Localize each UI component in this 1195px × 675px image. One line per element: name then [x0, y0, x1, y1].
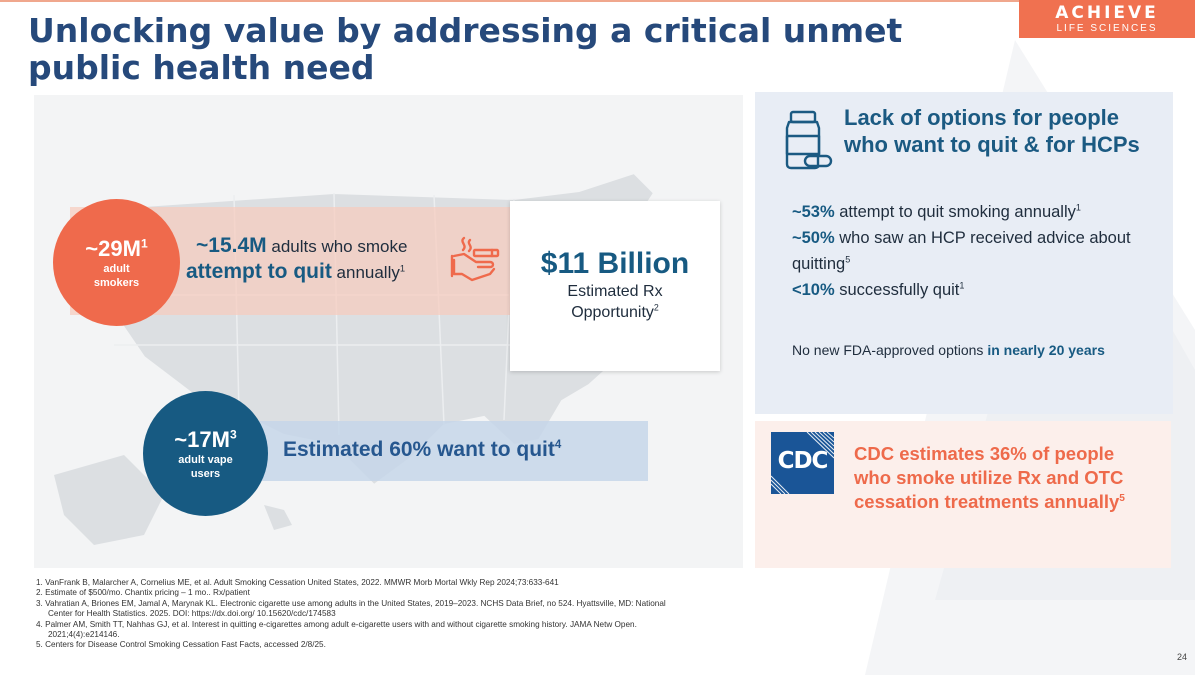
- stat-highlight: ~50%: [792, 229, 835, 247]
- smokers-label-2: smokers: [93, 276, 140, 289]
- opportunity-label-2: Opportunity: [571, 304, 654, 321]
- reference-item: 1. VanFrank B, Malarcher A, Cornelius ME…: [36, 578, 559, 587]
- options-heading: Lack of options for people who want to q…: [844, 105, 1140, 157]
- want-quit-footnote: 4: [554, 439, 562, 451]
- cdc-logo-text: CDC: [777, 448, 829, 474]
- vape-footnote: 3: [229, 427, 237, 442]
- logo-line1: ACHIEVE: [1055, 3, 1159, 23]
- pill-bottle-icon: [785, 110, 833, 170]
- cdc-statement-text: CDC estimates 36% of people who smoke ut…: [854, 443, 1124, 512]
- attempt-highlight: attempt to quit: [186, 260, 332, 283]
- want-quit-text: Estimated 60% want to quit4: [283, 438, 561, 462]
- page-title: Unlocking value by addressing a critical…: [28, 11, 903, 87]
- hand-cigarette-icon: [450, 236, 500, 282]
- opportunity-value: $11 Billion: [540, 247, 690, 280]
- stat-row: ~53% attempt to quit smoking annually1: [792, 199, 1167, 225]
- stat-text: who saw an HCP received advice about qui…: [792, 229, 1131, 273]
- vape-circle: ~17M3 adult vape users: [143, 391, 268, 516]
- opportunity-footnote: 2: [653, 302, 659, 313]
- attempt-value: ~15.4M: [196, 234, 267, 257]
- no-new-text: No new FDA-approved options: [792, 342, 988, 358]
- attempt-footnote: 1: [399, 263, 406, 274]
- cdc-footnote: 5: [1119, 492, 1125, 504]
- attempt-text-2: annually: [331, 263, 400, 282]
- want-quit-band: [200, 421, 648, 481]
- stat-footnote: 1: [1075, 202, 1081, 213]
- vape-label-1: adult vape: [178, 453, 233, 466]
- smokers-footnote: 1: [140, 236, 148, 251]
- no-new-highlight: in nearly 20 years: [987, 342, 1105, 358]
- attempt-line-2: attempt to quit annually1: [186, 260, 405, 284]
- opportunity-label-1: Estimated Rx: [567, 283, 663, 300]
- cdc-logo-rays: [771, 432, 834, 494]
- smokers-circle: ~29M1 adult smokers: [53, 199, 180, 326]
- options-stats: ~53% attempt to quit smoking annually1 ~…: [792, 199, 1167, 303]
- stat-row: ~50% who saw an HCP received advice abou…: [792, 225, 1167, 277]
- rx-opportunity-card: $11 Billion Estimated Rx Opportunity2: [510, 201, 720, 371]
- page-number: 24: [1177, 652, 1188, 662]
- stat-text: attempt to quit smoking annually: [834, 203, 1076, 221]
- top-accent-line: [0, 0, 1195, 2]
- cdc-logo: CDC: [771, 432, 834, 494]
- stat-footnote: 1: [959, 280, 965, 291]
- reference-item: 4. Palmer AM, Smith TT, Nahhas GJ, et al…: [36, 619, 637, 640]
- stat-highlight: <10%: [792, 281, 835, 299]
- vape-label-2: users: [190, 467, 221, 480]
- options-panel: [755, 92, 1173, 414]
- stat-highlight: ~53%: [792, 203, 835, 221]
- reference-item: 2. Estimate of $500/mo. Chantix pricing …: [36, 588, 250, 598]
- smokers-label-1: adult: [103, 262, 130, 275]
- reference-item: 3. Vahratian A, Briones EM, Jamal A, Mar…: [36, 598, 666, 619]
- want-quit-label: Estimated 60% want to quit: [283, 438, 555, 461]
- reference-item: 5. Centers for Disease Control Smoking C…: [36, 640, 326, 650]
- references-list: 1. VanFrank B, Malarcher A, Cornelius ME…: [36, 578, 676, 651]
- vape-value: ~17M: [174, 426, 230, 452]
- stat-row: <10% successfully quit1: [792, 277, 1167, 303]
- logo-line2: LIFE SCIENCES: [1056, 23, 1158, 34]
- stat-text: successfully quit: [834, 281, 960, 299]
- cdc-statement: CDC estimates 36% of people who smoke ut…: [854, 442, 1154, 514]
- attempt-line-1: ~15.4M adults who smoke: [196, 234, 407, 258]
- smokers-value: ~29M: [85, 235, 141, 261]
- stat-footnote: 5: [845, 254, 851, 265]
- achieve-logo: ACHIEVE LIFE SCIENCES: [1019, 0, 1195, 38]
- no-new-options-note: No new FDA-approved options in nearly 20…: [792, 342, 1105, 358]
- attempt-text-1: adults who smoke: [266, 237, 408, 256]
